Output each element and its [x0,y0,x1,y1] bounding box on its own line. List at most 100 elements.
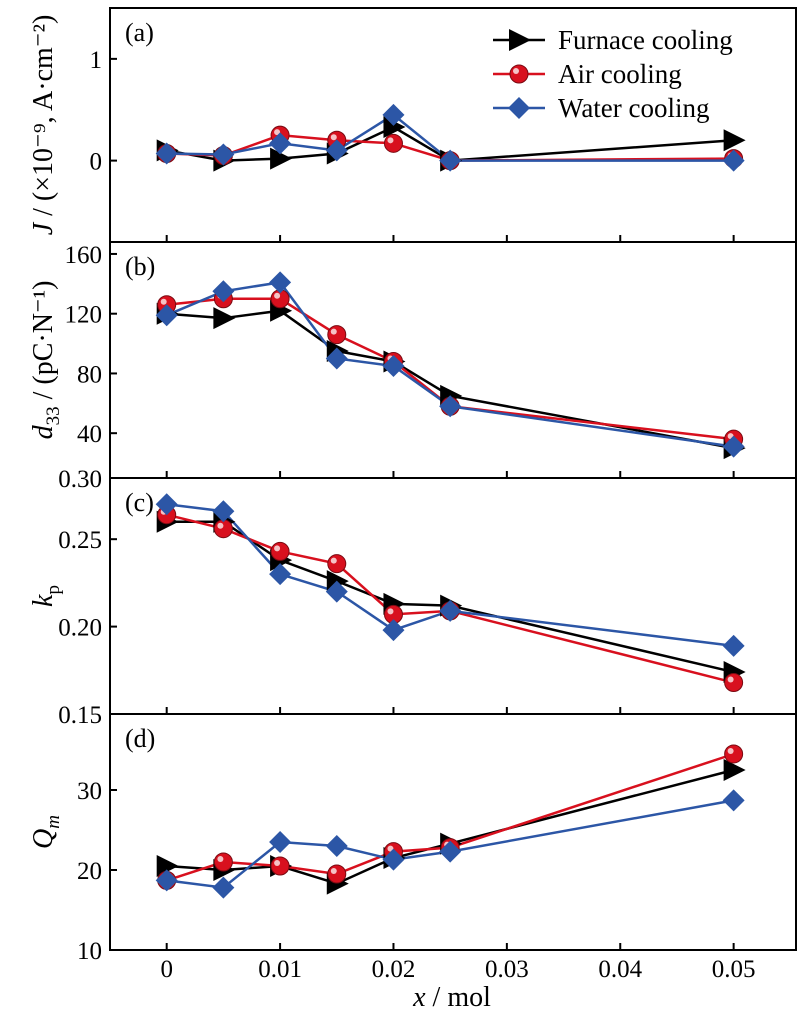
x-tick-label: 0.05 [712,956,756,983]
panel-d-water-cooling-point [212,876,235,899]
panel-b-water-cooling-point [155,304,178,327]
x-tick-labels: 0 0.01 0.02 0.03 0.04 0.05 [160,956,755,983]
panel-d-air-cooling-point [213,852,233,872]
panel-d-air-cooling-point [724,744,744,764]
panel-d-air-cooling-point-highlight [217,856,224,862]
panel-b-air-cooling-point-highlight [274,292,281,299]
panel-a-furnace-cooling-point [270,147,293,170]
panel-b-water-cooling-point [382,354,405,377]
legend-air-cooling-marker [509,64,529,84]
panel-c-air-cooling-point [270,541,290,561]
panel-d-water-cooling-point [325,835,348,857]
panel-b-label: (b) [125,252,155,281]
panel-b-furnace-cooling-line [166,309,734,450]
panel-b-y-tick-label: 80 [77,361,102,388]
panel-d-frame [109,713,797,951]
panel-a-water-cooling-point [439,149,462,172]
panel-b-air-cooling-point-highlight [160,298,167,305]
panel-c-air-cooling-point [213,519,233,539]
panel-a-air-cooling-point-highlight [274,129,281,136]
panel-a-air-cooling-point-highlight [330,134,337,141]
panel-c-water-cooling-point [325,580,348,603]
legend-water-cooling-label: Water cooling [558,93,710,123]
panel-c-air-cooling-point-highlight [274,545,281,552]
panel-d-water-cooling-point [722,789,745,812]
panel-d-water-cooling-point [155,869,178,892]
panel-c-water-cooling-point [155,493,178,516]
panel-d-water-cooling-point [439,840,462,863]
panel-d-label: (d) [125,724,155,753]
panels: 0 1 (a) J / (×10⁻⁹, A·cm⁻²) 40 80 120 160 0.30 (b… [28,7,797,983]
panel-b: 40 80 120 160 0.30 (b) d33 / (pC·N⁻¹) [28,241,797,493]
panel-d: 10 20 30 (d) Qm [28,713,797,965]
panel-b-bottom-label: 0.30 [58,466,102,493]
panel-b-frame [109,241,797,479]
panel-d-air-cooling-point [270,856,290,876]
panel-c-y-tick-label: 0.25 [58,527,102,554]
panel-b-water-cooling-point [325,347,348,370]
panel-c-air-cooling-point [327,554,347,574]
panel-b-y-tick-label: 120 [65,302,103,329]
legend-air-cooling-marker-highlight [513,68,519,74]
panel-b-y-axis-label: d33 / (pC·N⁻¹) [28,281,64,440]
panel-d-y-axis-label: Qm [28,815,64,849]
panel-c-air-cooling-point-highlight [727,676,734,683]
panel-b-water-cooling-point [722,435,745,458]
panel-d-furnace-cooling-line [166,768,734,885]
x-tick-label: 0.04 [598,956,642,983]
panel-c-y-axis-label: kp [28,585,64,607]
panel-b-air-cooling-line [166,297,734,441]
panel-a-y-tick-label: 0 [90,149,103,176]
panel-d-air-cooling-point-highlight [330,868,337,874]
panel-a-air-cooling-point-highlight [387,137,394,144]
panel-d-water-cooling-point [269,831,292,853]
panel-b-water-cooling-point [269,271,292,294]
panel-c-water-cooling-point [722,634,745,657]
panel-a-air-cooling-point [383,133,403,153]
panel-a-furnace-cooling-point [383,116,406,139]
panel-a: 0 1 (a) J / (×10⁻⁹, A·cm⁻²) [28,7,797,243]
x-tick-label: 0 [160,956,173,983]
panel-d-air-cooling-point-highlight [274,860,281,866]
panel-c-air-cooling-line [166,513,734,684]
panel-c-water-cooling-point [269,563,292,586]
panel-c-air-cooling-point-highlight [387,608,394,615]
panel-c-water-cooling-point [439,599,462,622]
panel-a-water-cooling-point [269,132,292,155]
x-tick-label: 0.01 [258,956,302,983]
panel-b-y-tick-label: 160 [65,242,103,269]
panel-d-air-cooling-point-highlight [727,748,734,754]
panel-a-water-cooling-point [155,142,178,165]
legend-furnace-cooling-label: Furnace cooling [558,25,733,55]
panel-a-water-cooling-point [325,139,348,162]
panel-b-water-cooling-line [166,280,734,448]
panel-a-label: (a) [125,18,154,47]
panel-a-furnace-cooling-point [723,129,746,152]
panel-c-water-cooling-point [212,500,235,523]
x-tick-label: 0.02 [372,956,416,983]
panel-d-furnace-cooling-point [723,759,746,781]
panel-c-water-cooling-line [166,502,734,648]
panel-c-y-tick-label: 0.20 [58,615,102,642]
panel-d-air-cooling-point [327,864,347,884]
panel-d-y-tick-label: 20 [77,858,102,885]
legend: Furnace cooling Air cooling Water cooling [493,25,733,123]
panel-a-y-tick-label: 1 [90,47,103,74]
panel-b-air-cooling-point [327,325,347,345]
legend-furnace-cooling-marker [509,29,531,51]
panel-c-label: (c) [125,488,154,517]
legend-water-cooling-marker [508,97,530,119]
panel-a-water-cooling-point [382,103,405,126]
panel-c-water-cooling-point [382,619,405,642]
panel-c-y-tick-label: 0.15 [58,702,102,729]
legend-entry-furnace-cooling: Furnace cooling [493,25,733,55]
panel-d-y-tick-label: 10 [77,938,102,965]
panel-b-water-cooling-point [212,280,235,303]
panel-b-water-cooling-point [439,395,462,418]
panel-d-furnace-cooling-point [156,855,179,877]
x-axis-label: x / mol [412,982,491,1012]
legend-air-cooling-label: Air cooling [558,59,682,89]
panel-c-air-cooling-point [724,673,744,693]
panel-a-y-axis-label: J / (×10⁻⁹, A·cm⁻²) [28,15,59,236]
